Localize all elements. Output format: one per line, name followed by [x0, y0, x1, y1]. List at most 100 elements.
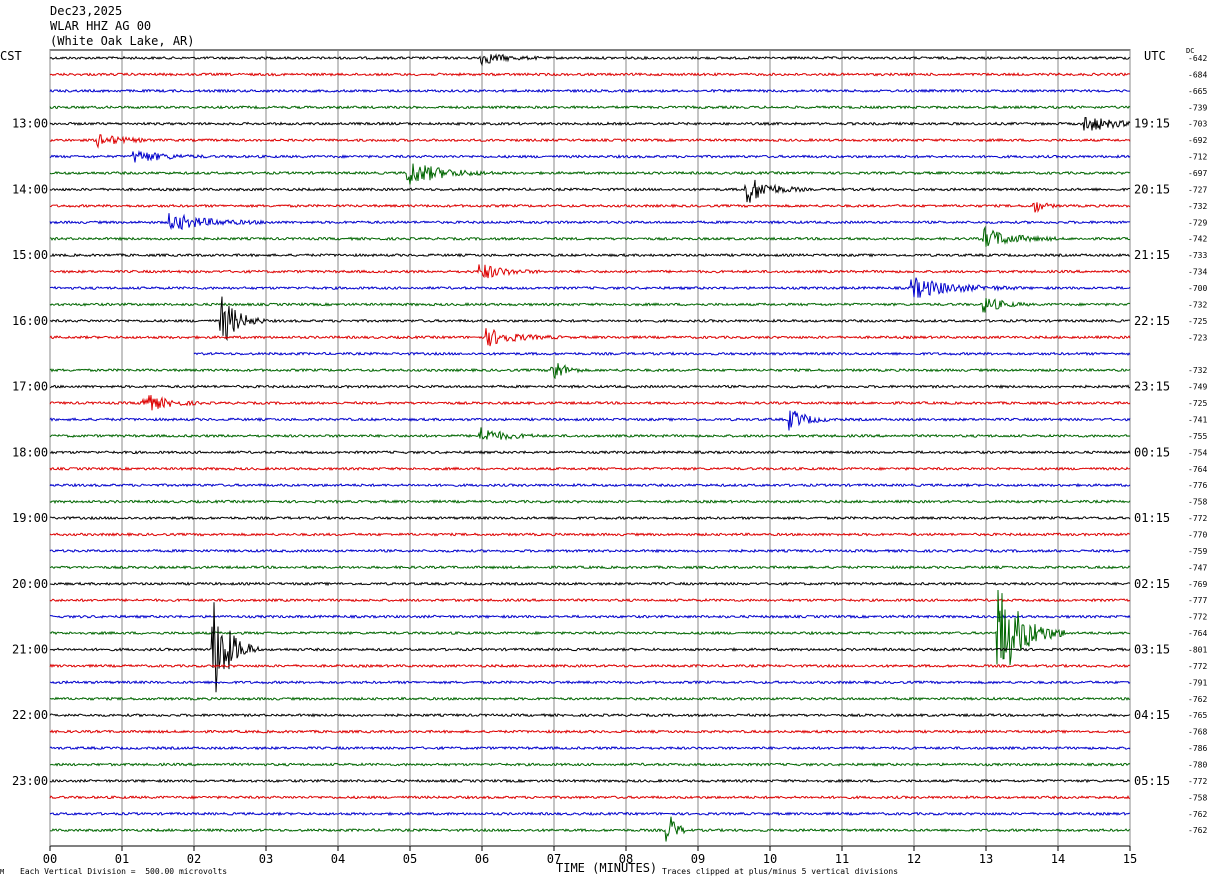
dc-offset-label: -770: [1188, 530, 1207, 539]
utc-hour-label: 19:15: [1134, 117, 1170, 131]
dc-offset-label: -729: [1188, 218, 1207, 227]
dc-offset-label: -725: [1188, 399, 1207, 408]
station-location: (White Oak Lake, AR): [50, 34, 195, 48]
seismic-trace: [49, 816, 1131, 842]
dc-offset-label: -772: [1188, 777, 1207, 786]
dc-offset-label: -697: [1188, 169, 1207, 178]
seismic-trace: [49, 778, 1131, 784]
cst-hour-label: 14:00: [12, 182, 48, 196]
dc-offset-label: -768: [1188, 728, 1207, 737]
dc-offset-label: -758: [1188, 498, 1207, 507]
seismic-trace: [49, 150, 1131, 163]
seismic-trace: [49, 225, 1131, 247]
seismic-trace: [49, 712, 1131, 718]
dc-offset-label: -642: [1188, 54, 1207, 63]
dc-offset-label: -772: [1188, 514, 1207, 523]
plot-date: Dec23,2025: [50, 4, 123, 18]
dc-offset-label: -776: [1188, 481, 1207, 490]
seismic-trace: [49, 179, 1130, 203]
utc-zone-label: UTC: [1144, 49, 1166, 63]
seismic-trace: [49, 564, 1131, 570]
dc-offset-label: -759: [1188, 547, 1207, 556]
dc-offset-label: -727: [1188, 185, 1207, 194]
dc-offset-label: -780: [1188, 760, 1207, 769]
cst-hour-label: 18:00: [12, 445, 48, 459]
seismic-trace: [50, 762, 1131, 767]
dc-offset-label: -700: [1188, 284, 1207, 293]
dc-offset-label: -692: [1188, 136, 1207, 145]
cst-hour-label: 17:00: [12, 380, 48, 394]
dc-offset-label: -723: [1188, 333, 1207, 342]
seismic-trace: [49, 427, 1131, 441]
trace-group: [49, 53, 1131, 842]
utc-hour-label: 03:15: [1134, 642, 1170, 656]
utc-hour-label: 00:15: [1134, 445, 1170, 459]
dc-offset-label: -769: [1188, 580, 1207, 589]
x-tick-label: 05: [403, 852, 417, 866]
dc-offset-label: -762: [1188, 826, 1207, 835]
x-tick-label: 00: [43, 852, 57, 866]
dc-offset-label: -764: [1188, 629, 1207, 638]
dc-offset-label: -754: [1188, 448, 1207, 457]
seismic-trace: [49, 614, 1131, 619]
dc-offset-label: -777: [1188, 596, 1207, 605]
seismic-trace: [49, 729, 1131, 735]
utc-hour-label: 22:15: [1134, 314, 1170, 328]
x-tick-label: 01: [115, 852, 129, 866]
seismic-trace: [49, 104, 1131, 110]
dc-offset-label: -741: [1188, 415, 1207, 424]
dc-offset-label: -712: [1188, 153, 1207, 162]
utc-hour-label: 01:15: [1134, 511, 1170, 525]
x-tick-label: 07: [547, 852, 561, 866]
seismic-trace: [49, 581, 1131, 587]
corner-mark: M: [0, 868, 5, 876]
cst-zone-label: CST: [0, 49, 22, 63]
scale-note: Each Vertical Division = 500.00 microvol…: [20, 867, 228, 876]
cst-hour-label: 20:00: [12, 577, 48, 591]
dc-offset-label: -758: [1188, 793, 1207, 802]
dc-offset-label: -786: [1188, 744, 1207, 753]
seismic-trace: [49, 410, 1131, 431]
seismic-trace: [49, 134, 1131, 149]
seismic-trace: [49, 264, 1131, 279]
x-tick-label: 12: [907, 852, 921, 866]
dc-offset-label: -749: [1188, 383, 1207, 392]
seismic-trace: [193, 351, 1131, 357]
dc-offset-label: -755: [1188, 432, 1207, 441]
cst-hour-label: 22:00: [12, 708, 48, 722]
x-tick-label: 02: [187, 852, 201, 866]
seismic-trace: [49, 680, 1131, 685]
dc-offset-label: -764: [1188, 465, 1207, 474]
dc-offset-label: -733: [1188, 251, 1207, 260]
seismic-trace: [49, 296, 1131, 342]
seismic-trace: [49, 449, 1131, 455]
seismic-trace: [49, 515, 1131, 521]
dc-offset-label: -703: [1188, 120, 1207, 129]
seismic-trace: [49, 482, 1131, 488]
dc-offset-label: -734: [1188, 268, 1207, 277]
seismic-trace: [49, 597, 1131, 603]
seismic-trace: [49, 811, 1131, 817]
x-tick-label: 09: [691, 852, 705, 866]
dc-offset-label: -739: [1188, 103, 1207, 112]
x-tick-label: 11: [835, 852, 849, 866]
seismic-trace: [49, 794, 1131, 800]
dc-offset-label: -772: [1188, 613, 1207, 622]
dc-offset-label: -742: [1188, 235, 1207, 244]
utc-hour-label: 02:15: [1134, 577, 1170, 591]
x-tick-label: 04: [331, 852, 345, 866]
dc-offset-label: -725: [1188, 317, 1207, 326]
dc-offset-label: -732: [1188, 300, 1207, 309]
dc-offset-label: -732: [1188, 366, 1207, 375]
seismic-trace: [49, 602, 1131, 693]
seismic-trace: [49, 499, 1131, 504]
plot-frame: [49, 49, 1131, 847]
minute-grid: [49, 49, 1131, 851]
seismic-trace: [49, 384, 1131, 390]
utc-hour-label: 23:15: [1134, 380, 1170, 394]
x-tick-label: 14: [1051, 852, 1065, 866]
x-tick-label: 06: [475, 852, 489, 866]
dc-offset-label: -791: [1188, 678, 1207, 687]
utc-hour-label: 20:15: [1134, 182, 1170, 196]
